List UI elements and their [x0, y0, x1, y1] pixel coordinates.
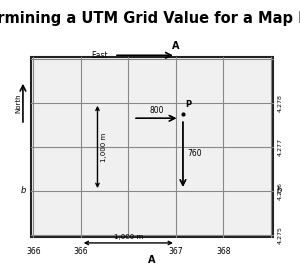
Text: 367: 367	[169, 247, 183, 256]
Text: Determining a UTM Grid Value for a Map Point: Determining a UTM Grid Value for a Map P…	[0, 11, 300, 26]
Text: 1,000 m: 1,000 m	[114, 234, 143, 240]
Text: A: A	[148, 255, 156, 265]
Text: 4,276: 4,276	[278, 182, 283, 200]
Text: North: North	[15, 93, 21, 113]
Text: 800: 800	[150, 106, 164, 115]
Text: 4,275: 4,275	[278, 226, 283, 244]
Text: b: b	[20, 186, 26, 195]
Text: 366: 366	[26, 247, 41, 256]
Text: P: P	[185, 100, 191, 109]
FancyBboxPatch shape	[31, 57, 273, 237]
Text: East: East	[92, 51, 108, 60]
Text: 4,278: 4,278	[278, 94, 283, 112]
Text: 366: 366	[74, 247, 88, 256]
Text: 760: 760	[188, 149, 202, 158]
Text: 4,277: 4,277	[278, 138, 283, 156]
Text: 368: 368	[216, 247, 230, 256]
Text: A: A	[172, 41, 180, 51]
Text: 1,000 m: 1,000 m	[101, 132, 107, 162]
Text: b: b	[277, 186, 282, 195]
